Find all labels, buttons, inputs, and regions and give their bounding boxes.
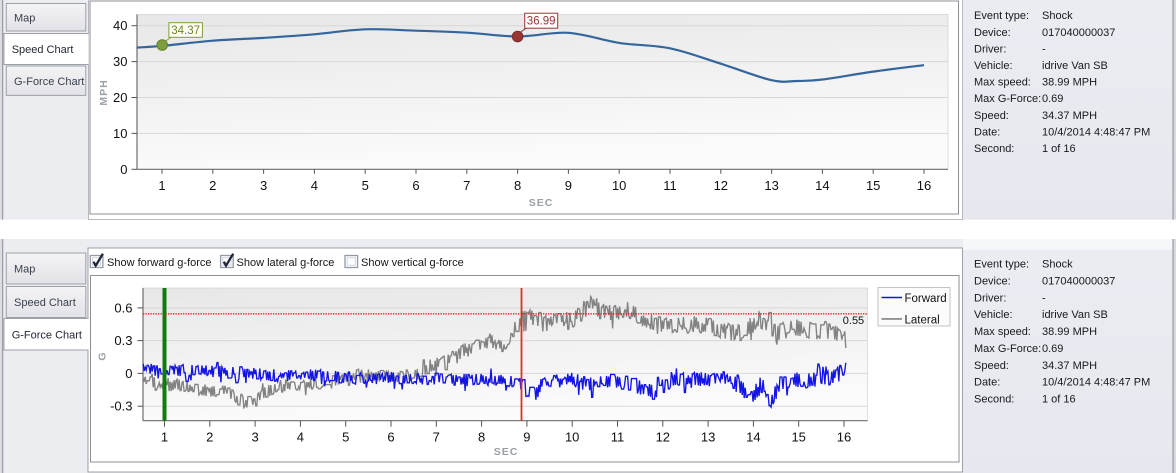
svg-text:13: 13 (701, 429, 715, 444)
svg-text:0.69: 0.69 (1042, 343, 1063, 355)
svg-text:3: 3 (251, 429, 258, 444)
svg-text:Vehicle:: Vehicle: (974, 309, 1013, 321)
svg-text:idrive Van SB: idrive Van SB (1042, 309, 1108, 321)
svg-text:0: 0 (125, 366, 132, 381)
svg-text:40: 40 (113, 18, 127, 33)
svg-text:0.3: 0.3 (114, 333, 132, 348)
svg-text:8: 8 (514, 178, 521, 193)
svg-text:34.37: 34.37 (171, 25, 200, 37)
svg-text:16: 16 (837, 429, 851, 444)
svg-text:4: 4 (311, 178, 318, 193)
svg-text:11: 11 (663, 178, 677, 193)
svg-text:-: - (1042, 43, 1046, 55)
svg-text:15: 15 (791, 429, 805, 444)
svg-text:Event type:: Event type: (974, 10, 1029, 22)
svg-text:Event type:: Event type: (974, 259, 1029, 271)
svg-text:1: 1 (158, 178, 165, 193)
svg-text:Speed:: Speed: (974, 110, 1009, 122)
svg-text:Show lateral g-force: Show lateral g-force (237, 257, 335, 269)
svg-text:6: 6 (387, 429, 394, 444)
svg-text:Shock: Shock (1042, 259, 1073, 271)
svg-text:10: 10 (113, 126, 127, 141)
svg-text:Driver:: Driver: (974, 43, 1006, 55)
svg-text:0.69: 0.69 (1042, 93, 1063, 105)
svg-text:11: 11 (611, 429, 625, 444)
svg-text:5: 5 (342, 429, 349, 444)
svg-text:017040000037: 017040000037 (1042, 27, 1115, 39)
svg-text:Max G-Force:: Max G-Force: (974, 93, 1041, 105)
svg-text:Date:: Date: (974, 377, 1000, 389)
svg-text:2: 2 (209, 178, 216, 193)
svg-text:Vehicle:: Vehicle: (974, 60, 1013, 72)
svg-text:Shock: Shock (1042, 10, 1073, 22)
svg-text:Max speed:: Max speed: (974, 77, 1031, 89)
svg-text:G-Force Chart: G-Force Chart (14, 76, 84, 88)
svg-text:5: 5 (362, 178, 369, 193)
svg-text:20: 20 (113, 90, 127, 105)
svg-text:0: 0 (120, 162, 127, 177)
svg-text:2: 2 (206, 429, 213, 444)
svg-text:14: 14 (815, 178, 829, 193)
svg-text:10: 10 (565, 429, 579, 444)
svg-text:0.6: 0.6 (114, 300, 132, 315)
svg-text:Forward: Forward (905, 293, 947, 305)
svg-text:1: 1 (161, 429, 168, 444)
svg-text:34.37 MPH: 34.37 MPH (1042, 360, 1097, 372)
svg-text:SEC: SEC (494, 446, 519, 458)
svg-text:7: 7 (463, 178, 470, 193)
svg-text:MPH: MPH (98, 79, 110, 105)
svg-text:Driver:: Driver: (974, 292, 1006, 304)
svg-text:-: - (1042, 292, 1046, 304)
svg-text:G-Force Chart: G-Force Chart (12, 329, 82, 341)
svg-text:7: 7 (433, 429, 440, 444)
svg-text:idrive Van SB: idrive Van SB (1042, 60, 1108, 72)
svg-text:16: 16 (917, 178, 931, 193)
svg-text:34.37 MPH: 34.37 MPH (1042, 110, 1097, 122)
svg-text:0.55: 0.55 (843, 315, 864, 327)
svg-text:Map: Map (14, 12, 35, 24)
svg-text:Speed Chart: Speed Chart (12, 44, 74, 56)
svg-text:12: 12 (714, 178, 728, 193)
svg-text:10: 10 (612, 178, 626, 193)
svg-text:Show vertical g-force: Show vertical g-force (361, 257, 464, 269)
svg-text:017040000037: 017040000037 (1042, 276, 1115, 288)
svg-text:1 of 16: 1 of 16 (1042, 143, 1076, 155)
svg-text:G: G (97, 351, 109, 360)
svg-text:-0.3: -0.3 (110, 399, 132, 414)
svg-text:Device:: Device: (974, 27, 1011, 39)
svg-text:Map: Map (14, 264, 35, 276)
svg-text:10/4/2014 4:48:47 PM: 10/4/2014 4:48:47 PM (1042, 126, 1150, 138)
svg-text:14: 14 (746, 429, 760, 444)
svg-text:Second:: Second: (974, 143, 1014, 155)
svg-text:Max G-Force:: Max G-Force: (974, 343, 1041, 355)
svg-text:1 of 16: 1 of 16 (1042, 394, 1076, 406)
svg-text:Lateral: Lateral (905, 314, 940, 326)
svg-text:3: 3 (260, 178, 267, 193)
svg-text:30: 30 (113, 54, 127, 69)
svg-text:15: 15 (866, 178, 880, 193)
svg-text:38.99 MPH: 38.99 MPH (1042, 77, 1097, 89)
svg-text:Max speed:: Max speed: (974, 326, 1031, 338)
svg-text:36.99: 36.99 (527, 16, 556, 28)
svg-text:Show forward g-force: Show forward g-force (107, 257, 212, 269)
svg-text:38.99 MPH: 38.99 MPH (1042, 326, 1097, 338)
svg-text:Speed Chart: Speed Chart (14, 297, 76, 309)
svg-text:4: 4 (297, 429, 304, 444)
svg-text:10/4/2014 4:48:47 PM: 10/4/2014 4:48:47 PM (1042, 377, 1150, 389)
svg-text:9: 9 (523, 429, 530, 444)
svg-text:Second:: Second: (974, 394, 1014, 406)
svg-text:SEC: SEC (529, 197, 554, 209)
svg-text:6: 6 (412, 178, 419, 193)
svg-text:13: 13 (764, 178, 778, 193)
svg-text:Speed:: Speed: (974, 360, 1009, 372)
svg-text:Date:: Date: (974, 126, 1000, 138)
svg-text:Device:: Device: (974, 276, 1011, 288)
svg-text:12: 12 (656, 429, 670, 444)
svg-text:8: 8 (478, 429, 485, 444)
svg-text:9: 9 (565, 178, 572, 193)
